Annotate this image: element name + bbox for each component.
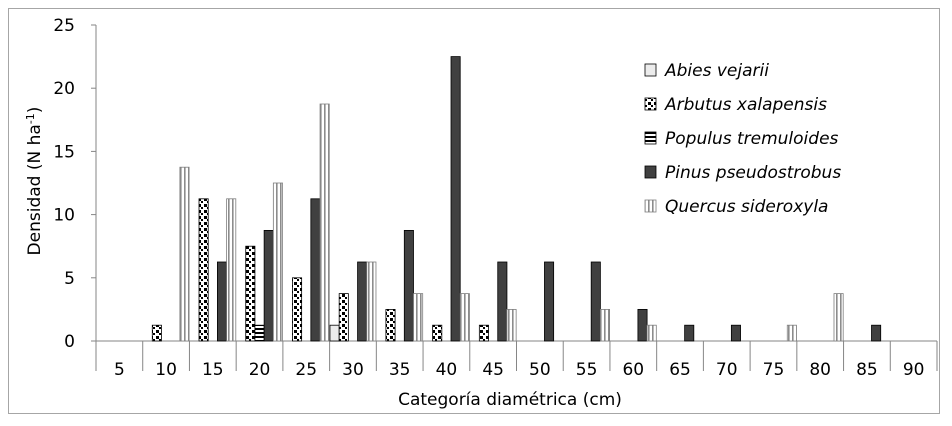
y-axis-title-superscript: -1: [24, 113, 37, 124]
bar: [292, 277, 303, 342]
y-tick-label: 0: [64, 332, 75, 352]
plot-area: 0 5 10 15 20 25 5 10 15 20 25 30 35 40 45 50 55 60 65 70 75…: [53, 16, 938, 380]
legend: Abies vejarii Arbutus xalapensis Populus t…: [644, 61, 841, 217]
x-tick-label: 65: [669, 360, 691, 380]
legend-swatch: [644, 97, 657, 111]
bar: [329, 324, 340, 342]
x-tick-label: 5: [114, 360, 125, 380]
bar: [599, 308, 610, 342]
legend-label: Populus tremuloides: [665, 129, 839, 149]
bar: [459, 293, 470, 342]
x-axis-ticks: 5 10 15 20 25 30 35 40 45 50 55 60 65 70 75 80 85 90: [95, 341, 938, 380]
y-tick-label: 5: [64, 269, 75, 289]
x-tick-label: 60: [622, 360, 644, 380]
bar: [590, 261, 601, 342]
bar: [833, 293, 844, 342]
bar: [432, 324, 443, 342]
y-tick-label: 20: [53, 79, 75, 99]
bar: [413, 293, 424, 342]
legend-label: Arbutus xalapensis: [664, 95, 827, 115]
bar: [506, 308, 517, 342]
bar: [357, 261, 368, 342]
x-tick-label: 50: [529, 360, 551, 380]
bar: [478, 324, 489, 342]
bar: [385, 308, 396, 342]
bar: [151, 324, 162, 342]
bar: [646, 324, 657, 342]
x-tick-label: 15: [202, 360, 224, 380]
bar: [450, 56, 461, 342]
bar: [786, 324, 797, 342]
y-axis-title: Densidad (N ha-1): [24, 107, 46, 256]
x-tick-label: 20: [249, 360, 271, 380]
legend-label: Pinus pseudostrobus: [665, 163, 841, 183]
x-tick-label: 90: [903, 360, 925, 380]
chart-frame: [8, 8, 940, 414]
legend-swatch: [644, 165, 657, 179]
x-tick-label: 25: [295, 360, 317, 380]
x-tick-label: 55: [576, 360, 598, 380]
y-tick-label: 10: [53, 206, 75, 226]
bar: [730, 324, 741, 342]
x-axis-title: Categoría diamétrica (cm): [398, 390, 622, 410]
bar: [544, 261, 555, 342]
y-tick-label: 25: [53, 16, 75, 36]
bar: [684, 324, 695, 342]
y-tick-label: 15: [53, 142, 75, 162]
bar: [497, 261, 508, 342]
x-tick-label: 10: [155, 360, 177, 380]
bar: [179, 166, 190, 342]
bar: [217, 261, 228, 342]
legend-label: Abies vejarii: [664, 61, 769, 81]
bar: [226, 198, 237, 342]
bar: [198, 198, 209, 342]
bar: [403, 229, 414, 342]
y-axis-title-main: Densidad (N ha: [25, 124, 45, 255]
bar: [366, 261, 377, 342]
legend-label: Quercus sideroxyla: [665, 197, 828, 217]
x-tick-label: 40: [436, 360, 458, 380]
y-axis-title-close: ): [25, 107, 45, 114]
bar: [254, 324, 265, 342]
bar: [245, 245, 256, 342]
x-tick-label: 70: [716, 360, 738, 380]
bar: [310, 198, 321, 342]
x-tick-label: 45: [482, 360, 504, 380]
y-axis-ticks: 0 5 10 15 20 25: [53, 16, 96, 352]
legend-swatch: [644, 131, 657, 145]
bar: [319, 103, 330, 342]
x-tick-label: 30: [342, 360, 364, 380]
bars: [151, 56, 882, 342]
bar: [272, 182, 283, 342]
legend-swatch: [644, 63, 657, 77]
x-tick-label: 35: [389, 360, 411, 380]
legend-swatch: [644, 199, 657, 213]
x-tick-label: 85: [856, 360, 878, 380]
bar: [871, 324, 882, 342]
x-tick-label: 80: [809, 360, 831, 380]
bar: [263, 229, 274, 342]
x-tick-label: 75: [763, 360, 785, 380]
bar: [338, 293, 349, 342]
bar: [637, 308, 648, 342]
